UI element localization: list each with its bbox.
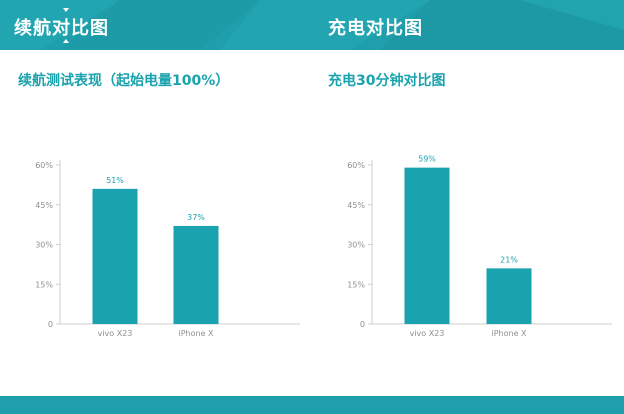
category-label: iPhone X xyxy=(491,329,527,338)
y-tick-label: 30% xyxy=(35,241,53,250)
category-label: vivo X23 xyxy=(410,329,445,338)
left-section-title: 续航测试表现（起始电量100%） xyxy=(18,73,230,89)
y-tick-label: 45% xyxy=(347,201,365,210)
left-header-title: 续航对比图 xyxy=(14,18,109,39)
battery-life-chart: 0 15% 30% 45% 60% 51% vivo X23 37% iPhone X xyxy=(35,160,300,338)
caret-up-icon xyxy=(63,39,69,43)
bar xyxy=(92,188,138,324)
charging-chart: 0 15% 30% 45% 60% 59% vivo X23 21% iPhone X xyxy=(347,155,612,338)
category-label: vivo X23 xyxy=(98,329,133,338)
y-tick-label: 0 xyxy=(48,320,53,329)
category-label: iPhone X xyxy=(178,329,214,338)
header-banner: 续航对比图 充电对比图 xyxy=(0,0,624,50)
bar xyxy=(404,167,450,324)
y-tick-label: 0 xyxy=(360,320,365,329)
caret-down-icon xyxy=(63,8,69,12)
y-tick-label: 60% xyxy=(347,161,365,170)
bar-data-label: 21% xyxy=(500,255,518,264)
y-tick-label: 60% xyxy=(35,161,53,170)
right-header-title: 充电对比图 xyxy=(328,18,423,39)
y-tick-label: 30% xyxy=(347,241,365,250)
bar xyxy=(173,225,219,324)
footer-bar xyxy=(0,396,624,414)
bar xyxy=(486,268,532,324)
header-decoration xyxy=(0,0,624,50)
y-tick-label: 15% xyxy=(35,280,53,289)
y-tick-label: 45% xyxy=(35,201,53,210)
bar-data-label: 37% xyxy=(187,213,205,222)
bar-data-label: 51% xyxy=(106,176,124,185)
bar-data-label: 59% xyxy=(418,155,436,164)
y-tick-label: 15% xyxy=(347,280,365,289)
right-section-title: 充电30分钟对比图 xyxy=(328,73,446,89)
